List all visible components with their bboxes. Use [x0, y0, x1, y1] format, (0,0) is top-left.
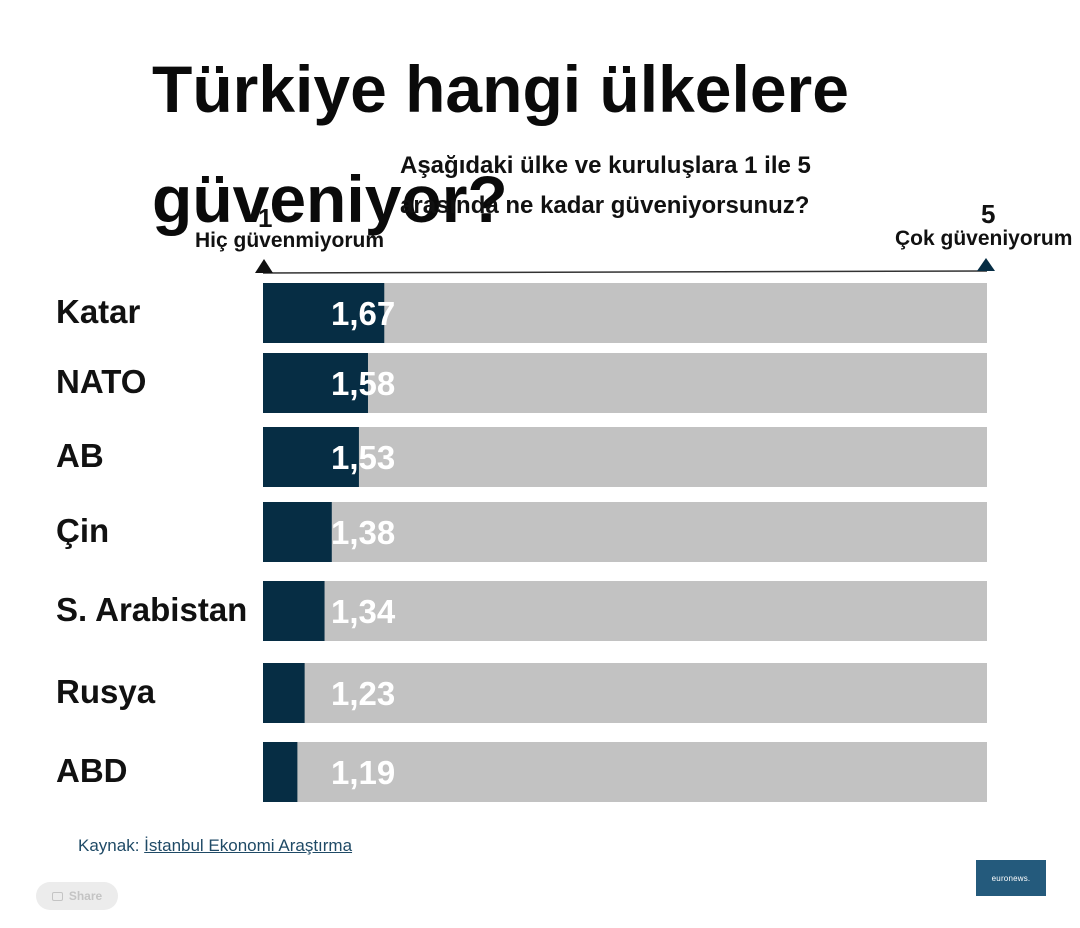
bar-chart: Katar 1,67 NATO 1,58 AB 1,53 Çin 1,38 S. Arabist… [56, 258, 995, 802]
bar-track [263, 502, 987, 562]
value-label: 1,53 [331, 439, 395, 476]
bar-track [263, 581, 987, 641]
share-icon [51, 891, 63, 901]
scale-min-label: Hiç güvenmiyorum [195, 229, 385, 252]
bar [263, 283, 385, 343]
value-label: 1,67 [331, 295, 395, 332]
bar [263, 663, 305, 723]
bar-track [263, 353, 987, 413]
source-prefix: Kaynak: [78, 836, 140, 855]
source-link[interactable]: İstanbul Ekonomi Araştırma [144, 836, 353, 855]
share-label: Share [68, 889, 103, 903]
scale-min-value: 1 [258, 203, 273, 233]
category-label: AB [56, 437, 104, 474]
share-button[interactable]: Share [36, 882, 118, 910]
value-label: 1,58 [331, 365, 395, 402]
category-label: NATO [56, 363, 146, 400]
bar [263, 427, 359, 487]
bar-track [263, 663, 987, 723]
bar [263, 742, 298, 802]
category-label: Çin [56, 512, 109, 549]
scale-max-value: 5 [981, 199, 996, 229]
category-label: S. Arabistan [56, 591, 247, 628]
scale-min-marker [255, 259, 273, 273]
chart-title: Türkiye hangi ülkelere güveniyor? [152, 52, 849, 236]
category-label: Rusya [56, 673, 156, 710]
source-line: Kaynak: İstanbul Ekonomi Araştırma [78, 836, 352, 856]
scale-max-marker [977, 258, 995, 271]
bar [263, 353, 368, 413]
bar [263, 581, 325, 641]
category-label: ABD [56, 752, 128, 789]
bar-track [263, 742, 987, 802]
value-label: 1,23 [331, 675, 395, 712]
value-label: 1,19 [331, 754, 395, 791]
bar-track [263, 427, 987, 487]
bar [263, 502, 332, 562]
euronews-logo: euronews. [976, 860, 1046, 896]
value-label: 1,34 [331, 593, 396, 630]
chart-subtitle: Aşağıdaki ülke ve kuruluşlara 1 ile 5 ar… [400, 152, 811, 219]
scale-axis-line [262, 270, 988, 274]
category-label: Katar [56, 293, 141, 330]
value-label: 1,38 [331, 514, 395, 551]
logo-text: euronews. [991, 873, 1031, 883]
scale-max-label: Çok güveniyorum [895, 227, 1073, 250]
